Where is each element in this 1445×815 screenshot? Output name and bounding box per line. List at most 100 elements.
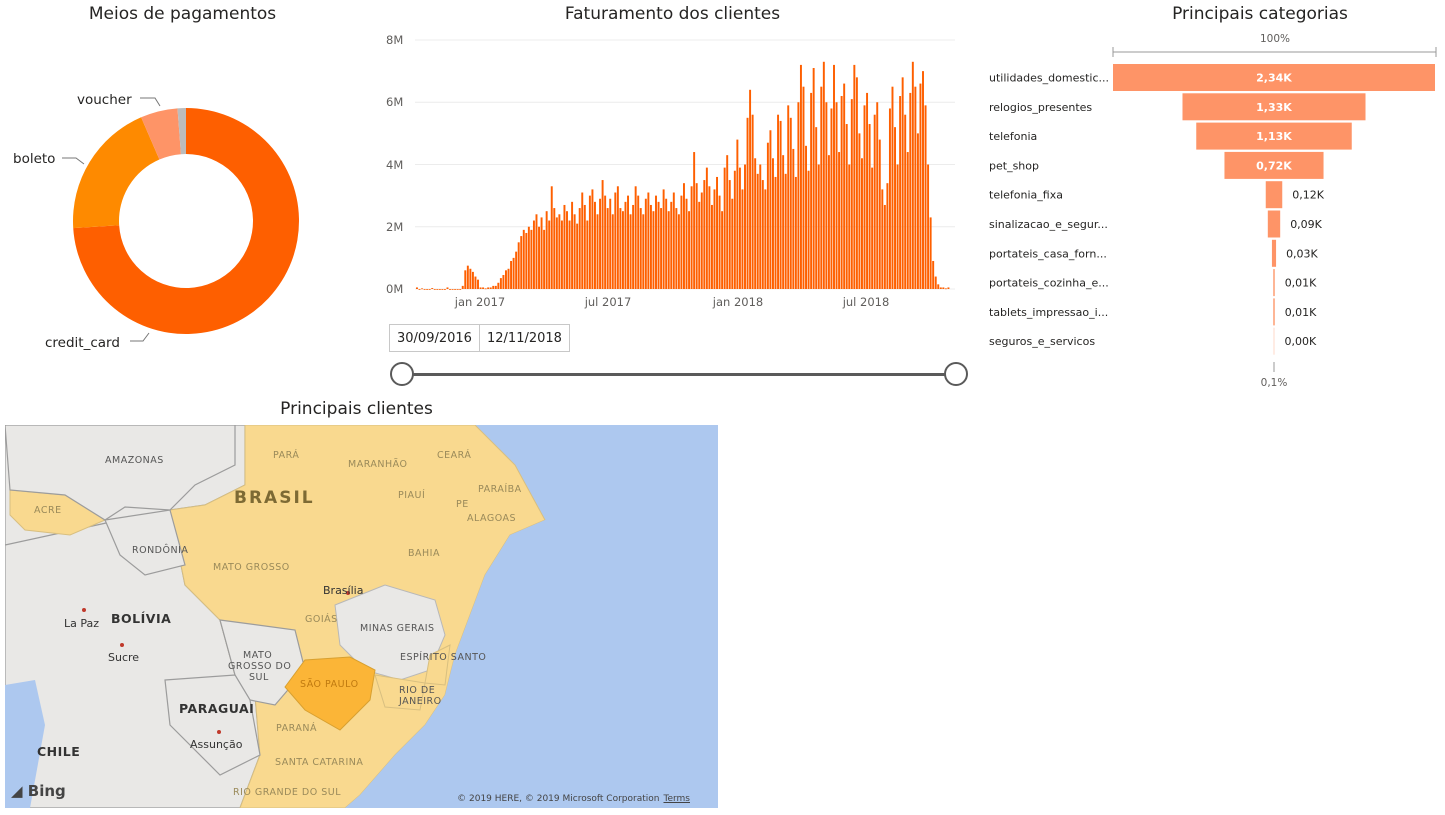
revenue-bar[interactable] xyxy=(759,164,762,290)
revenue-bar[interactable] xyxy=(916,133,919,289)
revenue-bar[interactable] xyxy=(741,189,744,289)
revenue-bar[interactable] xyxy=(461,285,464,289)
revenue-bar[interactable] xyxy=(568,220,571,289)
revenue-bar[interactable] xyxy=(766,142,769,289)
revenue-bar[interactable] xyxy=(838,152,841,289)
revenue-bar[interactable] xyxy=(876,102,879,289)
revenue-bar[interactable] xyxy=(896,164,899,290)
revenue-bar[interactable] xyxy=(873,114,876,289)
revenue-bar[interactable] xyxy=(799,64,802,290)
revenue-bar[interactable] xyxy=(464,270,467,289)
revenue-bar[interactable] xyxy=(705,167,708,289)
revenue-bar[interactable] xyxy=(698,201,701,289)
revenue-bar[interactable] xyxy=(642,214,645,289)
revenue-bar[interactable] xyxy=(761,180,764,289)
funnel-bar[interactable] xyxy=(1273,327,1275,355)
revenue-bar[interactable] xyxy=(548,220,551,289)
revenue-bar[interactable] xyxy=(817,164,820,290)
revenue-bar[interactable] xyxy=(728,180,731,289)
revenue-bar[interactable] xyxy=(944,288,947,290)
revenue-bar[interactable] xyxy=(545,211,548,289)
revenue-bar[interactable] xyxy=(494,285,497,289)
revenue-bar[interactable] xyxy=(538,226,540,289)
revenue-bar[interactable] xyxy=(812,68,815,289)
revenue-bar[interactable] xyxy=(517,242,520,289)
revenue-bar[interactable] xyxy=(652,211,655,289)
revenue-bar[interactable] xyxy=(499,278,502,289)
revenue-bar[interactable] xyxy=(942,287,945,289)
revenue-bar[interactable] xyxy=(868,124,871,289)
revenue-bar[interactable] xyxy=(588,195,591,289)
revenue-bar[interactable] xyxy=(774,176,777,289)
revenue-bar[interactable] xyxy=(881,189,884,289)
revenue-bar[interactable] xyxy=(797,102,800,289)
revenue-bar[interactable] xyxy=(850,99,853,289)
revenue-bar[interactable] xyxy=(929,217,932,289)
revenue-bar[interactable] xyxy=(479,287,482,289)
revenue-bar[interactable] xyxy=(721,211,724,289)
revenue-bar[interactable] xyxy=(746,117,749,289)
revenue-bar[interactable] xyxy=(863,105,866,289)
revenue-bar[interactable] xyxy=(744,164,746,290)
revenue-bar[interactable] xyxy=(644,198,647,289)
revenue-bar[interactable] xyxy=(433,289,436,290)
revenue-bar[interactable] xyxy=(578,208,581,289)
revenue-bar[interactable] xyxy=(937,284,940,289)
revenue-bar[interactable] xyxy=(815,127,818,290)
revenue-bar[interactable] xyxy=(693,152,696,289)
donut-slice-credit-card[interactable] xyxy=(73,108,299,334)
revenue-bar[interactable] xyxy=(555,217,558,289)
revenue-bar[interactable] xyxy=(670,201,673,289)
revenue-bar[interactable] xyxy=(466,265,469,289)
revenue-bar[interactable] xyxy=(530,229,533,289)
revenue-bar[interactable] xyxy=(512,257,515,289)
revenue-bar[interactable] xyxy=(482,287,485,289)
revenue-bar[interactable] xyxy=(471,271,474,289)
revenue-bar[interactable] xyxy=(647,192,650,289)
revenue-bar[interactable] xyxy=(919,83,922,289)
revenue-bar[interactable] xyxy=(904,114,907,289)
revenue-bar[interactable] xyxy=(586,220,589,289)
revenue-bar[interactable] xyxy=(418,289,421,290)
revenue-bar[interactable] xyxy=(672,192,675,289)
revenue-bar[interactable] xyxy=(449,289,451,290)
revenue-bar[interactable] xyxy=(749,89,752,289)
revenue-bar[interactable] xyxy=(660,208,663,289)
revenue-bar[interactable] xyxy=(723,167,726,289)
revenue-bar[interactable] xyxy=(820,86,823,289)
revenue-bar[interactable] xyxy=(878,139,881,289)
revenue-bar[interactable] xyxy=(827,155,830,289)
date-to-input[interactable]: 12/11/2018 xyxy=(479,324,570,352)
revenue-bar[interactable] xyxy=(802,86,805,289)
revenue-bar[interactable] xyxy=(789,117,792,289)
revenue-bar[interactable] xyxy=(914,86,917,289)
revenue-bar[interactable] xyxy=(858,133,861,289)
revenue-bar[interactable] xyxy=(621,211,624,289)
revenue-bar[interactable] xyxy=(764,189,767,289)
revenue-bar[interactable] xyxy=(754,158,757,289)
revenue-bar[interactable] xyxy=(677,214,680,289)
revenue-bar[interactable] xyxy=(690,186,693,289)
revenue-bar[interactable] xyxy=(805,145,807,289)
revenue-bar[interactable] xyxy=(507,268,510,289)
donut-slice-other[interactable] xyxy=(177,108,186,155)
funnel-bar[interactable] xyxy=(1273,298,1275,326)
funnel-bar[interactable] xyxy=(1273,269,1275,297)
revenue-bar[interactable] xyxy=(769,130,772,289)
revenue-bar[interactable] xyxy=(713,189,716,289)
revenue-bar[interactable] xyxy=(627,195,629,289)
revenue-bar[interactable] xyxy=(571,201,574,289)
revenue-bar[interactable] xyxy=(456,289,459,290)
revenue-bar[interactable] xyxy=(718,195,721,289)
revenue-bar[interactable] xyxy=(637,195,640,289)
revenue-bar[interactable] xyxy=(632,204,635,289)
revenue-bar[interactable] xyxy=(680,195,683,289)
revenue-bar[interactable] xyxy=(492,285,495,289)
revenue-bar[interactable] xyxy=(489,287,492,289)
revenue-bar[interactable] xyxy=(416,287,418,289)
revenue-bar[interactable] xyxy=(428,289,431,290)
revenue-bar[interactable] xyxy=(667,211,670,289)
date-slider-end-handle[interactable] xyxy=(944,362,968,386)
revenue-bar[interactable] xyxy=(611,214,614,289)
funnel-bar[interactable] xyxy=(1271,239,1277,267)
